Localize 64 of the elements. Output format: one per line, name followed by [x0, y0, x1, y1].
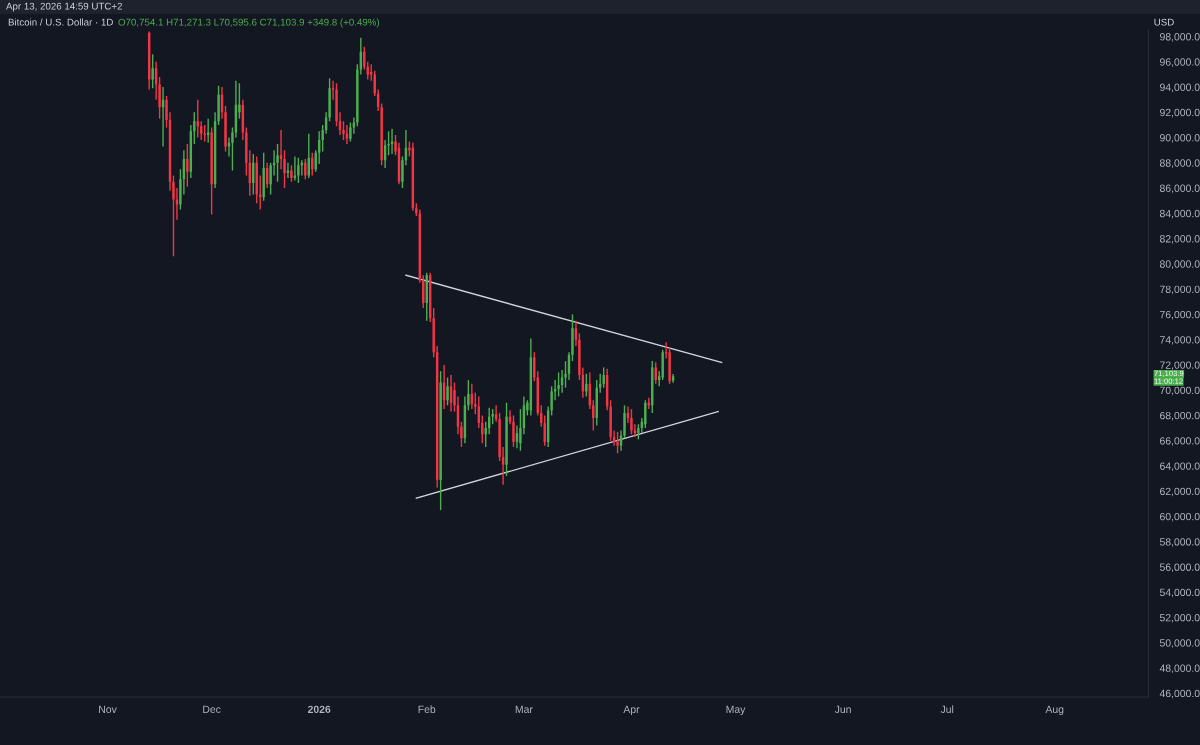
y-tick-label: 84,000.0	[1159, 209, 1200, 219]
y-tick-label: 60,000.0	[1160, 512, 1200, 522]
y-tick-label: 48,000.0	[1159, 664, 1200, 674]
x-tick-label: Feb	[418, 705, 436, 714]
y-tick-label: 80,000.0	[1159, 260, 1200, 269]
x-tick-label: Aug	[1045, 705, 1064, 716]
y-tick-label: 52,000.0	[1159, 613, 1200, 623]
candlestick	[505, 402, 508, 477]
x-tick-label: Jun	[834, 705, 851, 714]
candlestick	[349, 121, 352, 143]
y-tick-label: 64,000.0	[1160, 462, 1200, 472]
y-tick-label: 72,000.0	[1160, 361, 1200, 370]
y-tick-label: 66,000.0	[1160, 437, 1200, 446]
candlestick	[259, 174, 262, 211]
candlestick	[186, 143, 189, 188]
y-tick-label: 90,000.0	[1160, 134, 1200, 143]
candlestick	[630, 408, 633, 436]
candlestick	[276, 143, 279, 183]
candlestick	[210, 126, 213, 216]
candlestick	[446, 376, 449, 407]
candlestick	[644, 399, 647, 429]
x-tick-label: May	[726, 705, 746, 716]
y-tick-label: 50,000.0	[1159, 639, 1200, 648]
candlestick	[557, 371, 560, 398]
y-tick-label: 56,000.0	[1159, 563, 1200, 573]
candlestick	[290, 164, 293, 183]
candlestick	[390, 128, 394, 155]
y-tick-label: 96,000.0	[1160, 58, 1200, 67]
candlestick	[616, 431, 619, 454]
y-tick-label: 98,000.0	[1160, 33, 1200, 42]
candlestick	[304, 158, 307, 180]
text: USD	[1154, 18, 1174, 26]
y-tick-label: 54,000.0	[1159, 588, 1200, 598]
y-tick-label: 58,000.0	[1159, 538, 1200, 547]
y-tick-label: 74,000.0	[1160, 336, 1200, 345]
candlestick	[439, 370, 442, 511]
x-tick-label: Nov	[99, 705, 117, 714]
candlestick	[602, 366, 605, 389]
y-tick-label: 86,000.0	[1159, 184, 1200, 194]
x-tick-label: 2026	[307, 705, 331, 714]
x-tick-label: Apr	[623, 705, 640, 716]
chart-title: Bitcoin / U.S. Dollar · 1D	[8, 18, 113, 26]
y-tick-label: 94,000.0	[1160, 83, 1200, 93]
text: Apr 13, 2026 14:59 UTC+2	[6, 2, 122, 12]
candlestick	[286, 162, 290, 179]
x-tick-label: Jul	[940, 705, 954, 714]
candlestick	[297, 157, 300, 184]
y-tick-label: 70,000.0	[1160, 386, 1200, 396]
candlestick	[585, 373, 588, 398]
y-tick-label: 92,000.0	[1160, 108, 1200, 118]
y-tick-label: 62,000.0	[1160, 487, 1200, 497]
x-tick-label: Dec	[203, 705, 221, 714]
y-tick-label: 76,000.0	[1160, 310, 1200, 320]
candlestick	[293, 155, 297, 182]
y-tick-label: 82,000.0	[1159, 235, 1200, 244]
y-tick-label: 88,000.0	[1159, 159, 1200, 168]
y-tick-label: 46,000.0	[1159, 689, 1200, 699]
x-tick-label: Mar	[515, 705, 533, 714]
candlestick	[151, 53, 154, 90]
y-tick-label: 68,000.0	[1160, 411, 1200, 421]
y-tick-label: 78,000.0	[1160, 285, 1200, 295]
candlestick	[668, 346, 671, 385]
candlestick	[512, 414, 515, 448]
text: O70,754.1 H71,271.3 L70,595.6 C71,103.9 +349.8 (+0.49%)	[118, 18, 380, 28]
